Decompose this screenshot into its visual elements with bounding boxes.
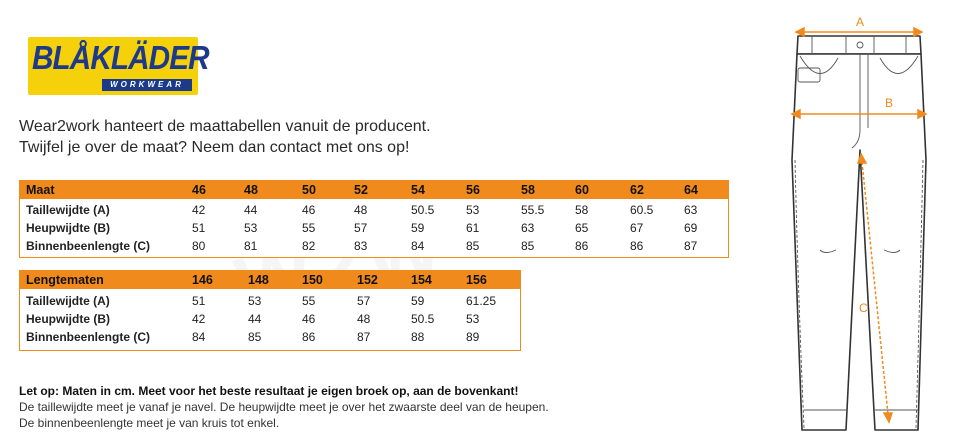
measurement-note: Let op: Maten in cm. Meet voor het beste…: [19, 383, 549, 431]
header-cell: 64: [684, 183, 698, 197]
row-label: Binnenbeenlengte (C): [26, 330, 151, 344]
table-cell: 53: [244, 221, 258, 235]
logo-brand-text: BLÅKLÄDER: [32, 39, 210, 76]
table-cell: 84: [192, 330, 206, 344]
length-table: Lengtematen 146 148 150 152 154 156 Tail…: [19, 270, 521, 351]
table-cell: 48: [357, 312, 371, 326]
table-cell: 88: [411, 330, 425, 344]
table-cell: 50.5: [411, 312, 435, 326]
table-cell: 55: [302, 221, 316, 235]
table-cell: 87: [684, 239, 698, 253]
blaklader-logo: BLÅKLÄDER WORKWEAR: [28, 37, 210, 95]
table-cell: 57: [354, 221, 368, 235]
table-cell: 67: [630, 221, 644, 235]
table-cell: 61: [466, 221, 480, 235]
table-cell: 65: [575, 221, 589, 235]
table-cell: 50.5: [411, 203, 435, 217]
table-cell: 63: [684, 203, 698, 217]
table-cell: 80: [192, 239, 206, 253]
row-label: Heupwijdte (B): [26, 312, 110, 326]
table-cell: 61.25: [466, 294, 497, 308]
table-cell: 53: [466, 312, 480, 326]
table-cell: 86: [302, 330, 316, 344]
table-cell: 85: [521, 239, 535, 253]
table-cell: 46: [302, 203, 316, 217]
header-cell: 156: [466, 273, 487, 287]
header-cell: 52: [354, 183, 368, 197]
table-cell: 48: [354, 203, 368, 217]
table-cell: 86: [630, 239, 644, 253]
label-c: C: [859, 301, 868, 315]
note-line-2: De binnenbeenlengte meet je van kruis to…: [19, 416, 280, 430]
table-cell: 87: [357, 330, 371, 344]
size-table: Maat 46 48 50 52 54 56 58 60 62 64 Taill…: [19, 180, 729, 258]
header-cell: 56: [466, 183, 480, 197]
header-cell: 58: [521, 183, 535, 197]
table-cell: 44: [248, 312, 262, 326]
note-line-1: De taillewijdte meet je vanaf je navel. …: [19, 400, 549, 414]
table-cell: 63: [521, 221, 535, 235]
table-cell: 85: [466, 239, 480, 253]
header-cell: 62: [630, 183, 644, 197]
logo-sub-text: WORKWEAR: [102, 79, 192, 91]
table-cell: 82: [302, 239, 316, 253]
header-cell: 154: [411, 273, 432, 287]
table-cell: 42: [192, 203, 206, 217]
table-cell: 89: [466, 330, 480, 344]
size-table-header: Maat 46 48 50 52 54 56 58 60 62 64: [20, 181, 728, 199]
table-cell: 51: [192, 221, 206, 235]
row-label: Binnenbeenlengte (C): [26, 239, 151, 253]
header-cell: Maat: [26, 183, 55, 197]
table-cell: 58: [575, 203, 589, 217]
table-cell: 42: [192, 312, 206, 326]
intro-line-1: Wear2work hanteert de maattabellen vanui…: [19, 118, 431, 135]
table-row: Heupwijdte (B) 51 53 55 57 59 61 63 65 6…: [20, 219, 728, 237]
table-cell: 59: [411, 221, 425, 235]
label-b: B: [885, 96, 893, 110]
table-cell: 60.5: [630, 203, 654, 217]
length-table-header: Lengtematen 146 148 150 152 154 156: [20, 271, 520, 289]
intro-text: Wear2work hanteert de maattabellen vanui…: [19, 116, 431, 158]
label-a: A: [856, 15, 864, 29]
table-row: Heupwijdte (B) 42 44 46 48 50.5 53: [20, 310, 520, 328]
header-cell: 48: [244, 183, 258, 197]
table-cell: 83: [354, 239, 368, 253]
row-label: Taillewijdte (A): [26, 203, 110, 217]
table-cell: 81: [244, 239, 258, 253]
header-cell: Lengtematen: [26, 273, 104, 287]
table-row: Taillewijdte (A) 42 44 46 48 50.5 53 55.…: [20, 201, 728, 219]
table-cell: 57: [357, 294, 371, 308]
header-cell: 60: [575, 183, 589, 197]
header-cell: 152: [357, 273, 378, 287]
note-bold: Let op: Maten in cm. Meet voor het beste…: [19, 384, 519, 398]
row-label: Heupwijdte (B): [26, 221, 110, 235]
measure-c-line: [861, 161, 889, 415]
table-cell: 51: [192, 294, 206, 308]
table-cell: 44: [244, 203, 258, 217]
table-cell: 55.5: [521, 203, 545, 217]
table-cell: 53: [466, 203, 480, 217]
table-cell: 46: [302, 312, 316, 326]
header-cell: 150: [302, 273, 323, 287]
header-cell: 46: [192, 183, 206, 197]
table-cell: 85: [248, 330, 262, 344]
table-row: Binnenbeenlengte (C) 80 81 82 83 84 85 8…: [20, 237, 728, 255]
table-cell: 86: [575, 239, 589, 253]
table-cell: 84: [411, 239, 425, 253]
table-row: Taillewijdte (A) 51 53 55 57 59 61.25: [20, 292, 520, 310]
header-cell: 148: [248, 273, 269, 287]
table-cell: 53: [248, 294, 262, 308]
table-cell: 59: [411, 294, 425, 308]
header-cell: 146: [192, 273, 213, 287]
row-label: Taillewijdte (A): [26, 294, 110, 308]
table-cell: 69: [684, 221, 698, 235]
pants-diagram: A B C: [790, 15, 928, 431]
header-cell: 54: [411, 183, 425, 197]
pants-body: [791, 53, 927, 431]
table-cell: 55: [302, 294, 316, 308]
table-row: Binnenbeenlengte (C) 84 85 86 87 88 89: [20, 328, 520, 346]
header-cell: 50: [302, 183, 316, 197]
intro-line-2: Twijfel je over de maat? Neem dan contac…: [19, 139, 410, 156]
pants-waistband: [796, 35, 922, 55]
